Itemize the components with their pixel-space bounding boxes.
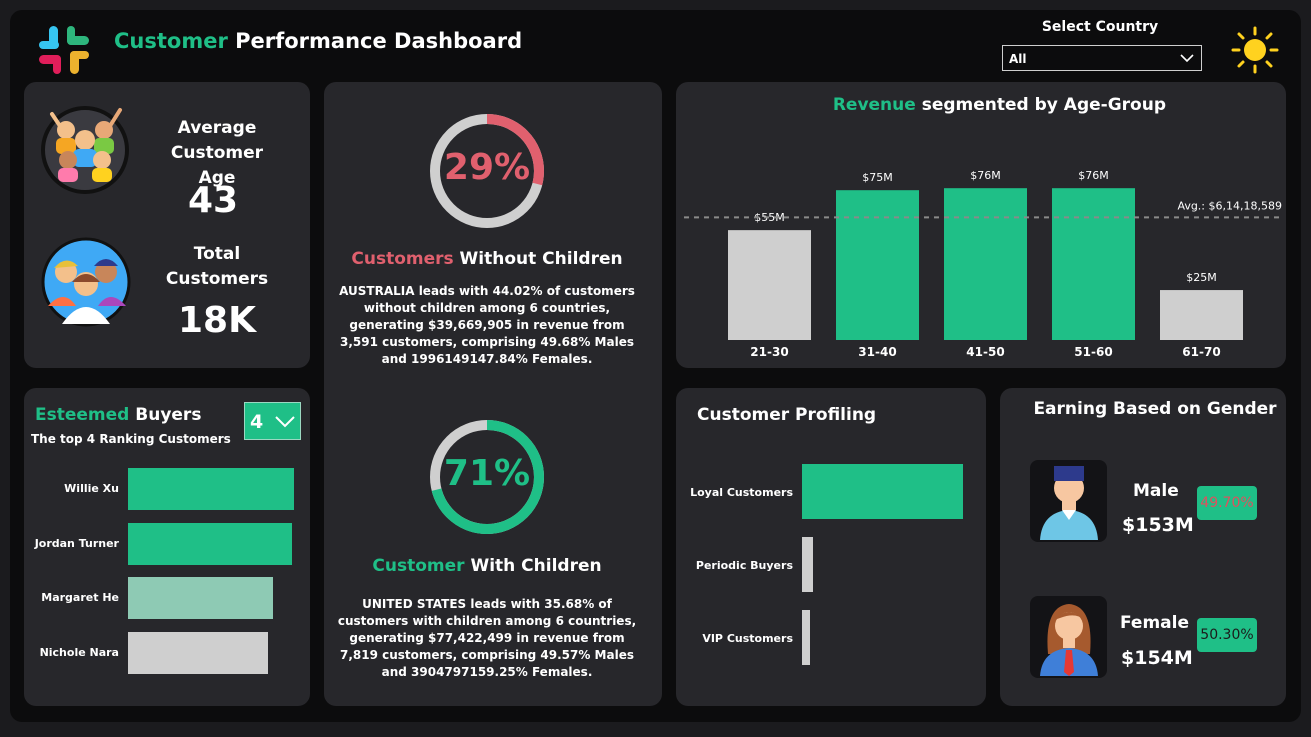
profile-bar[interactable] [802,464,963,519]
donut-without-description: AUSTRALIA leads with 44.02% of customers… [339,284,635,366]
revenue-bar-chart: $55M 21-30 $75M 31-40 $76M 41-50 $76M 51-60 $25M… [684,169,1284,359]
female-earnings: $154M [1121,647,1193,669]
country-select-value: All [1009,52,1027,66]
female-user-icon [1040,604,1098,676]
profiling-card [676,388,986,706]
buyer-bar[interactable] [128,522,292,565]
profiling-title: Customer Profiling [697,405,877,425]
chevron-down-icon [1180,54,1194,63]
slack-logo-icon [39,26,89,74]
bar-data-label: $75M [862,171,893,184]
bar-51-60[interactable] [1052,188,1135,340]
group-icon [41,237,131,327]
male-user-icon [1040,466,1098,540]
top-n-dropdown[interactable]: 4 [244,402,301,440]
donut-without-title: Customers Without Children [351,249,623,269]
chevron-down-icon [275,416,295,428]
profile-label: Loyal Customers [690,486,793,499]
country-select[interactable]: All [1002,45,1202,71]
bar-21-30[interactable] [728,230,811,340]
avg-age-label: Average Customer Age [170,118,264,188]
bar-41-50[interactable] [944,188,1027,340]
female-avatar-box [1030,596,1107,678]
donut-without-children [430,114,544,228]
donut-with-children [430,420,544,534]
total-customers-label: Total Customers [165,244,269,289]
male-earnings: $153M [1122,514,1194,536]
x-tick-label: 51-60 [1074,345,1112,359]
x-tick-label: 41-50 [966,345,1004,359]
buyer-bar[interactable] [128,468,294,510]
profile-label: VIP Customers [702,632,793,645]
buyer-name: Margaret He [41,591,119,604]
bar-data-label: $55M [754,211,785,224]
page-title: Customer Performance Dashboard [114,29,523,53]
male-percent: 49.70% [1200,495,1254,511]
male-avatar-box [1030,460,1107,542]
profile-label: Periodic Buyers [695,559,793,572]
top-n-value: 4 [250,411,264,433]
female-percent-badge: 50.30% [1197,618,1257,652]
buyer-name: Jordan Turner [34,536,119,550]
sun-icon[interactable] [1229,24,1281,76]
donut-arc [430,114,544,228]
profile-bar[interactable] [802,537,814,592]
x-tick-label: 31-40 [858,345,896,359]
male-label: Male [1133,481,1179,501]
select-country-label: Select Country [1041,19,1159,35]
buyer-bar[interactable] [128,577,274,619]
donut-arc [430,420,544,534]
bar-data-label: $76M [970,169,1001,182]
total-customers-value: 18K [178,300,256,341]
children-card [324,82,662,706]
male-percent-badge: 49.70% [1197,486,1257,520]
donut-with-title: Customer With Children [372,556,602,576]
avg-age-value: 43 [187,180,239,221]
crowd-icon [41,106,129,194]
revenue-chart-title: Revenue segmented by Age-Group [832,95,1166,115]
buyers-subtitle: The top 4 Ranking Customers [31,432,231,446]
bar-61-70[interactable] [1160,290,1243,340]
average-label: Avg.: $6,14,18,589 [1177,199,1282,212]
profile-bar[interactable] [802,610,811,665]
buyer-name: Willie Xu [64,482,119,495]
female-label: Female [1120,613,1189,633]
buyer-bar[interactable] [128,631,269,674]
donut-with-percent: 71% [443,453,531,494]
bar-31-40[interactable] [836,190,919,340]
bar-data-label: $76M [1078,169,1109,182]
bar-data-label: $25M [1186,271,1217,284]
buyer-name: Nichole Nara [39,645,119,659]
buyers-title: Esteemed Buyers [35,405,202,425]
donut-with-description: UNITED STATES leads with 35.68% of custo… [337,597,637,679]
female-percent: 50.30% [1200,627,1254,643]
gender-title: Earning Based on Gender [1033,399,1277,419]
donut-without-percent: 29% [443,147,531,188]
x-tick-label: 61-70 [1182,345,1220,359]
x-tick-label: 21-30 [750,345,788,359]
